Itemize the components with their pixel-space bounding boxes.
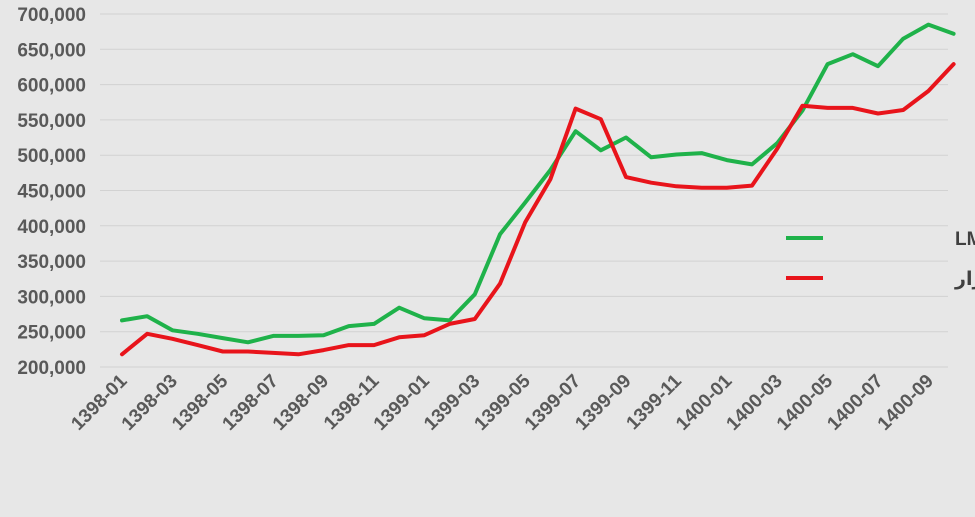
x-tick-label: 1398-09 xyxy=(269,371,333,435)
y-axis-ticks: 200,000 250,000 300,000 350,000 400,000 450,0… xyxy=(17,5,86,379)
y-tick-label: 650,000 xyxy=(17,40,86,61)
y-tick-label: 450,000 xyxy=(17,182,86,203)
legend: دلار بازار*LME سرب بازار xyxy=(786,229,975,290)
y-tick-label: 300,000 xyxy=(17,287,86,308)
legend-label-1: سرب بازار xyxy=(954,269,975,290)
y-tick-label: 550,000 xyxy=(17,111,86,132)
y-tick-label: 700,000 xyxy=(17,5,86,26)
y-tick-label: 350,000 xyxy=(17,252,86,273)
series-line-0 xyxy=(120,22,956,345)
series-line-1 xyxy=(120,62,956,357)
y-tick-label: 600,000 xyxy=(17,76,86,97)
x-tick-label: 1399-09 xyxy=(571,371,635,435)
x-axis-ticks: 1398-011398-031398-051398-071398-091398-… xyxy=(67,370,938,434)
grid-lines xyxy=(100,13,948,368)
legend-label-0: دلار بازار*LME xyxy=(955,229,975,250)
y-tick-label: 500,000 xyxy=(17,146,86,167)
y-tick-label: 200,000 xyxy=(17,358,86,379)
y-tick-label: 250,000 xyxy=(17,323,86,344)
y-tick-label: 400,000 xyxy=(17,217,86,238)
series-lines xyxy=(120,22,956,357)
x-tick-label: 1400-09 xyxy=(874,371,938,435)
